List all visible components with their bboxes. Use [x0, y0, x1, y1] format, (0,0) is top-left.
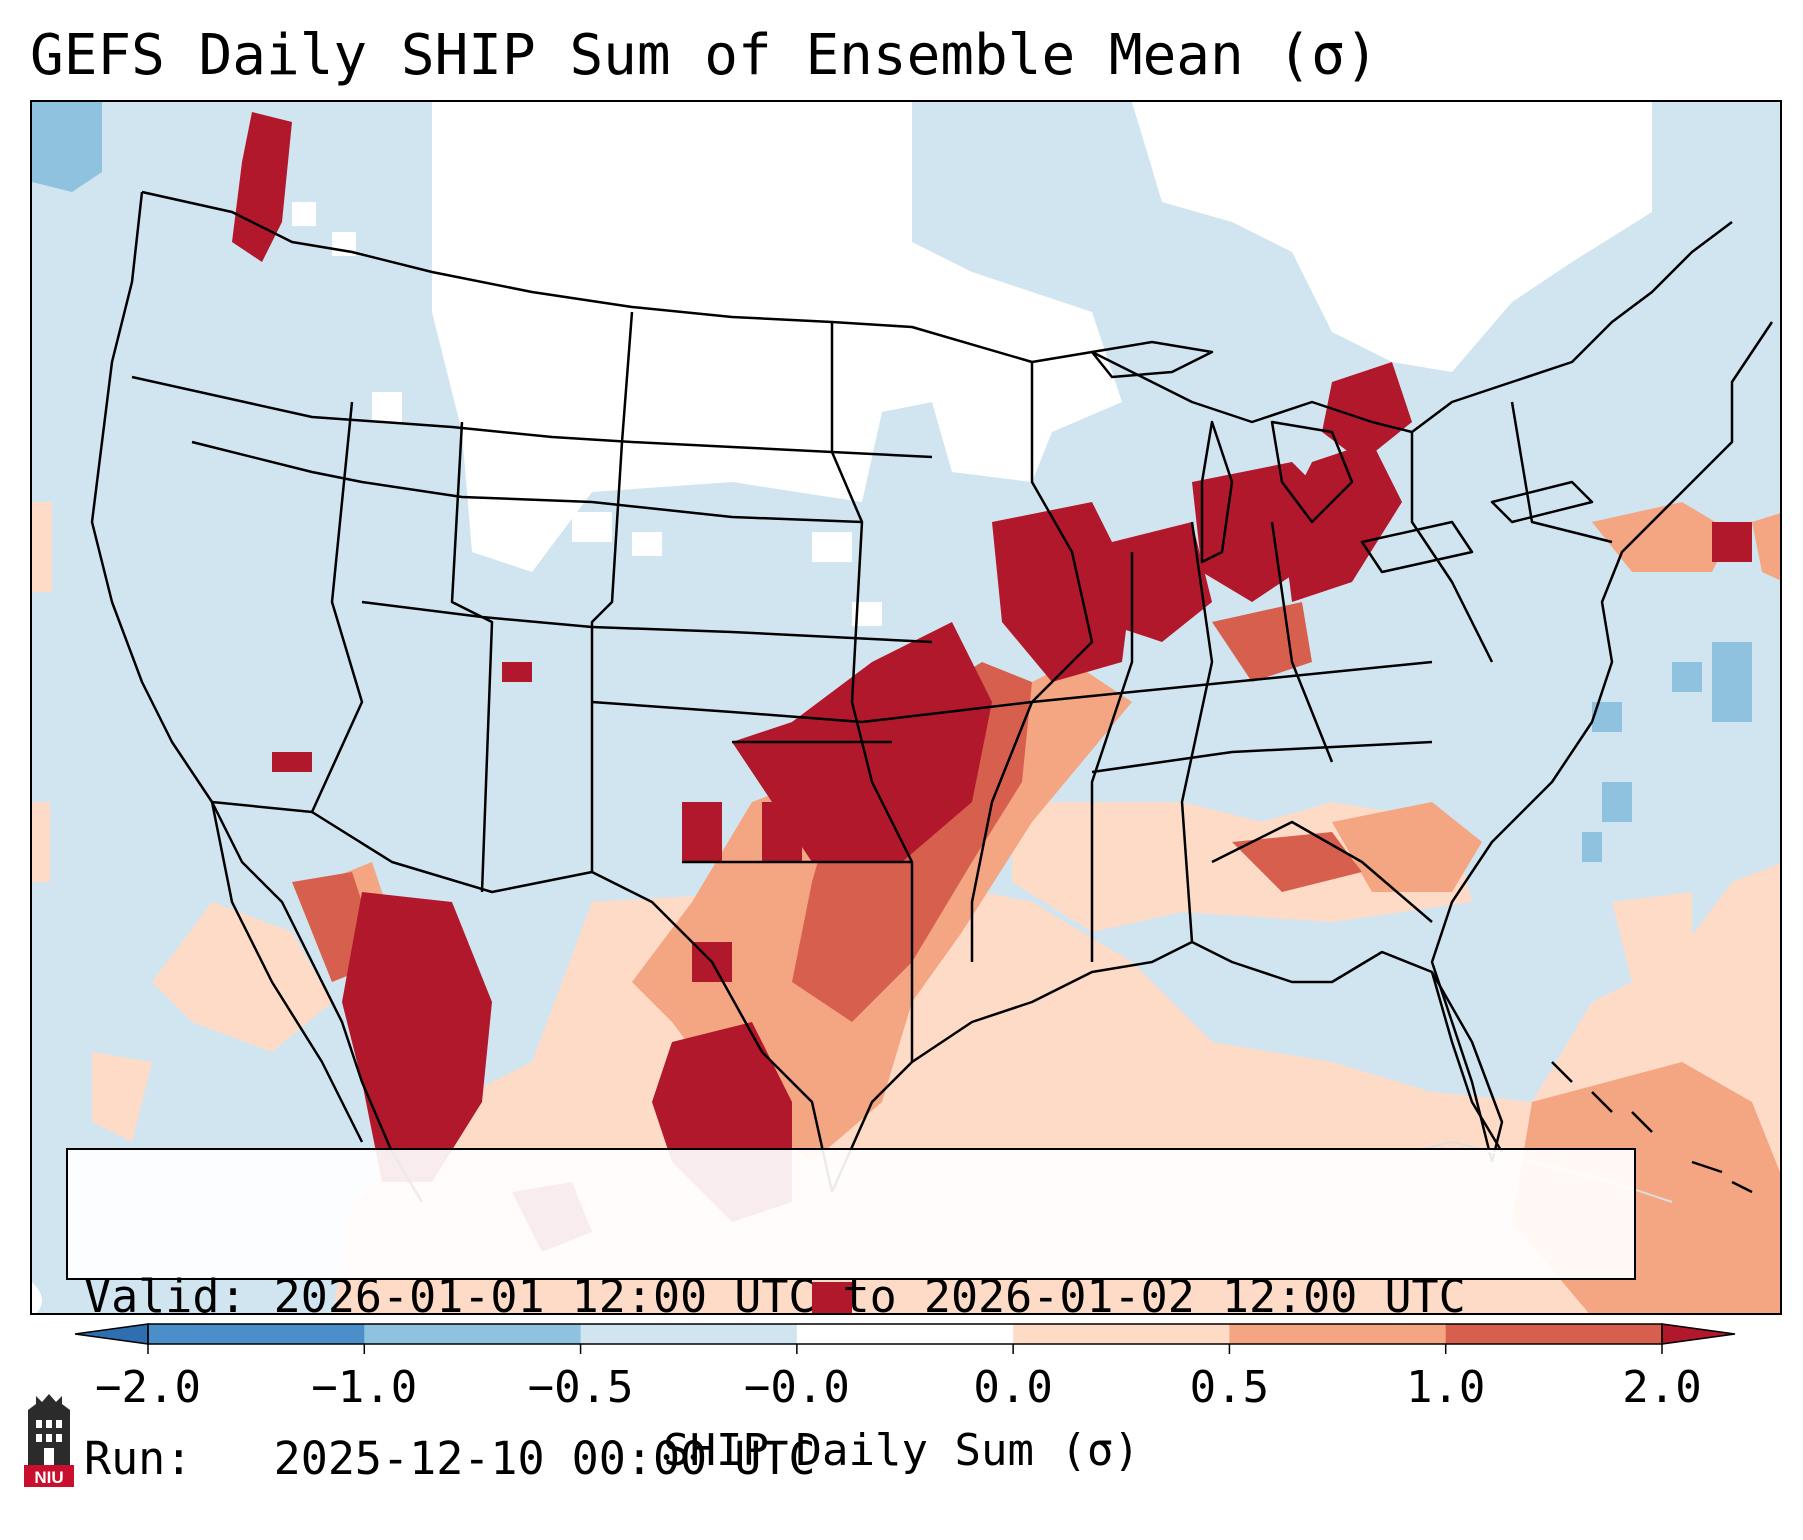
valid-label: Valid:: [84, 1270, 247, 1323]
political-boundaries: [90, 190, 1774, 1203]
colorbar-outline: [147, 1323, 1663, 1345]
colorbar-tick-label: 1.0: [1405, 1362, 1486, 1413]
colorbar: [74, 1323, 1736, 1354]
run-label: Run:: [84, 1432, 193, 1485]
map-panel: [30, 100, 1782, 1315]
negative-regions: [32, 102, 1752, 862]
colorbar-tick-label: 2.0: [1622, 1362, 1702, 1413]
validity-info-box: Valid: 2026-01-01 12:00 UTC to 2026-01-0…: [66, 1148, 1636, 1485]
map-canvas: [32, 102, 1780, 1313]
map-title: GEFS Daily SHIP Sum of Ensemble Mean (σ): [30, 23, 1379, 88]
colorbar-segment: [1445, 1324, 1663, 1344]
colorbar-segment: [1229, 1324, 1447, 1344]
svg-text:NIU: NIU: [34, 1468, 63, 1487]
colorbar-tick-label: 0.5: [1189, 1362, 1270, 1413]
valid-row: Valid: 2026-01-01 12:00 UTC to 2026-01-0…: [84, 1270, 1618, 1324]
colorbar-segment: [796, 1324, 1014, 1344]
run-row: Run: 2025-12-10 00:00 UTC: [84, 1432, 1618, 1486]
colorbar-tick-label: −1.0: [311, 1362, 418, 1413]
colorbar-tick-label: −0.0: [743, 1362, 850, 1413]
colorbar-segments: [148, 1324, 1663, 1344]
colorbar-segment: [148, 1324, 365, 1344]
colorbar-max-extend: [1661, 1323, 1736, 1345]
domain-edge: [32, 1282, 42, 1313]
colorbar-segment: [364, 1324, 582, 1344]
niu-logo: NIU: [24, 1394, 74, 1487]
valid-value: 2026-01-01 12:00 UTC to 2026-01-02 12:00…: [273, 1270, 1466, 1323]
colorbar-segment: [580, 1324, 798, 1344]
colorbar-min-extend: [74, 1323, 149, 1345]
colorbar-segment: [1013, 1324, 1230, 1344]
colorbar-tick-label: 0.0: [973, 1362, 1053, 1413]
colorbar-tick-label: −0.5: [527, 1362, 634, 1413]
colorbar-tick-label: −2.0: [95, 1362, 201, 1413]
neutral-regions: [292, 102, 1652, 626]
run-value: 2025-12-10 00:00 UTC: [273, 1432, 816, 1485]
colorbar-label: SHIP Daily Sum (σ): [663, 1425, 1140, 1476]
